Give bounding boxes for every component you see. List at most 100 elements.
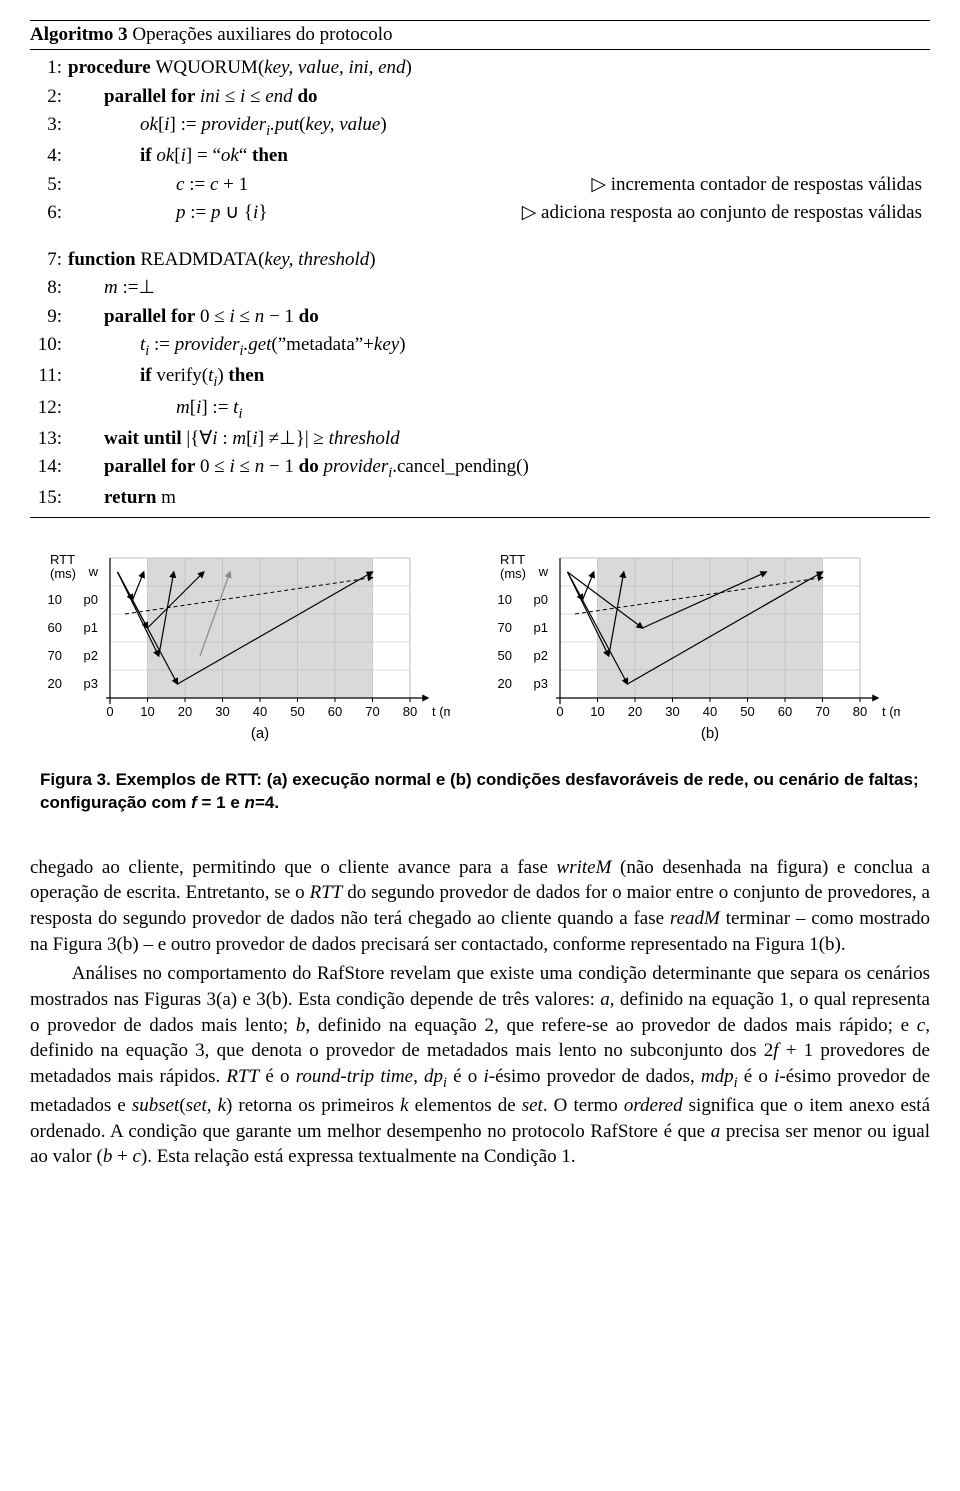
algo-line: 2:parallel for ini ≤ i ≤ end do xyxy=(30,83,930,112)
algorithm-body: 1:procedure WQUORUM(key, value, ini, end… xyxy=(30,50,930,517)
svg-text:60: 60 xyxy=(328,704,342,719)
svg-text:20: 20 xyxy=(498,676,512,691)
comment: ▷ adiciona resposta ao conjunto de respo… xyxy=(522,199,930,228)
code: wait until |{∀i : m[i] ≠⊥}| ≥ threshold xyxy=(68,425,930,454)
line-number: 7: xyxy=(30,246,68,275)
line-number: 10: xyxy=(30,331,68,360)
line-number: 1: xyxy=(30,54,68,83)
svg-text:60: 60 xyxy=(48,620,62,635)
svg-text:70: 70 xyxy=(498,620,512,635)
svg-text:50: 50 xyxy=(498,648,512,663)
code: m[i] := ti xyxy=(68,394,930,425)
algo-line: 14:parallel for 0 ≤ i ≤ n − 1 do provide… xyxy=(30,453,930,484)
svg-text:70: 70 xyxy=(48,648,62,663)
svg-text:20: 20 xyxy=(628,704,642,719)
algorithm-desc: Operações auxiliares do protocolo xyxy=(132,24,392,45)
rtt-chart-svg: wp010p160p270p320RTT(ms)0102030405060708… xyxy=(30,548,450,758)
algo-line: 5:c := c + 1▷ incrementa contador de res… xyxy=(30,171,930,200)
svg-text:10: 10 xyxy=(498,592,512,607)
svg-text:p1: p1 xyxy=(84,620,98,635)
algo-line: 12:m[i] := ti xyxy=(30,394,930,425)
line-number: 11: xyxy=(30,362,68,391)
code: c := c + 1 xyxy=(68,171,591,200)
svg-text:50: 50 xyxy=(290,704,304,719)
code: p := p ∪ {i} xyxy=(68,199,522,228)
code: procedure WQUORUM(key, value, ini, end) xyxy=(68,54,930,83)
algo-line: 3:ok[i] := provideri.put(key, value) xyxy=(30,111,930,142)
svg-text:(ms): (ms) xyxy=(500,566,526,581)
code: m :=⊥ xyxy=(68,274,930,303)
algo-line: 8:m :=⊥ xyxy=(30,274,930,303)
svg-text:70: 70 xyxy=(365,704,379,719)
rtt-chart-svg: wp010p170p250p320RTT(ms)0102030405060708… xyxy=(480,548,900,758)
line-number: 8: xyxy=(30,274,68,303)
algo-line: 7:function READMDATA(key, threshold) xyxy=(30,246,930,275)
chart-b: wp010p170p250p320RTT(ms)0102030405060708… xyxy=(480,548,900,763)
paragraph: Análises no comportamento do RafStore re… xyxy=(30,961,930,1170)
code: ti := provideri.get(”metadata”+key) xyxy=(68,331,930,362)
algo-line: 9:parallel for 0 ≤ i ≤ n − 1 do xyxy=(30,303,930,332)
chart-a: wp010p160p270p320RTT(ms)0102030405060708… xyxy=(30,548,450,763)
line-number: 4: xyxy=(30,142,68,171)
algorithm-block: Algoritmo 3 Operações auxiliares do prot… xyxy=(30,20,930,518)
svg-text:40: 40 xyxy=(253,704,267,719)
code: if verify(ti) then xyxy=(68,362,930,393)
svg-text:20: 20 xyxy=(178,704,192,719)
svg-text:p1: p1 xyxy=(534,620,548,635)
svg-text:RTT: RTT xyxy=(50,552,75,567)
algo-line: 11:if verify(ti) then xyxy=(30,362,930,393)
comment: ▷ incrementa contador de respostas válid… xyxy=(591,171,930,200)
svg-text:30: 30 xyxy=(665,704,679,719)
paragraph: chegado ao cliente, permitindo que o cli… xyxy=(30,855,930,958)
line-number: 6: xyxy=(30,199,68,228)
algorithm-label: Algoritmo 3 xyxy=(30,24,128,45)
figure-row: wp010p160p270p320RTT(ms)0102030405060708… xyxy=(30,548,930,763)
code: parallel for 0 ≤ i ≤ n − 1 do xyxy=(68,303,930,332)
algo-line: 10:ti := provideri.get(”metadata”+key) xyxy=(30,331,930,362)
line-number: 15: xyxy=(30,484,68,513)
svg-text:0: 0 xyxy=(106,704,113,719)
svg-text:t (ms): t (ms) xyxy=(432,704,450,719)
algorithm-title: Algoritmo 3 Operações auxiliares do prot… xyxy=(30,21,930,50)
svg-text:80: 80 xyxy=(853,704,867,719)
svg-text:t (ms): t (ms) xyxy=(882,704,900,719)
svg-text:60: 60 xyxy=(778,704,792,719)
svg-text:20: 20 xyxy=(48,676,62,691)
svg-text:10: 10 xyxy=(590,704,604,719)
line-number: 5: xyxy=(30,171,68,200)
svg-text:70: 70 xyxy=(815,704,829,719)
code: return m xyxy=(68,484,930,513)
svg-text:p2: p2 xyxy=(84,648,98,663)
algo-line: 13:wait until |{∀i : m[i] ≠⊥}| ≥ thresho… xyxy=(30,425,930,454)
svg-text:p3: p3 xyxy=(534,676,548,691)
code: function READMDATA(key, threshold) xyxy=(68,246,930,275)
code: parallel for ini ≤ i ≤ end do xyxy=(68,83,930,112)
algo-line: 15:return m xyxy=(30,484,930,513)
svg-text:p3: p3 xyxy=(84,676,98,691)
svg-text:0: 0 xyxy=(556,704,563,719)
body-paragraphs: chegado ao cliente, permitindo que o cli… xyxy=(30,855,930,1170)
algo-line: 1:procedure WQUORUM(key, value, ini, end… xyxy=(30,54,930,83)
svg-text:(a): (a) xyxy=(251,725,269,742)
svg-text:p2: p2 xyxy=(534,648,548,663)
line-number: 12: xyxy=(30,394,68,423)
svg-text:50: 50 xyxy=(740,704,754,719)
line-number: 9: xyxy=(30,303,68,332)
algo-line: 4:if ok[i] = “ok“ then xyxy=(30,142,930,171)
code: parallel for 0 ≤ i ≤ n − 1 do provideri.… xyxy=(68,453,930,484)
code: if ok[i] = “ok“ then xyxy=(68,142,930,171)
svg-text:30: 30 xyxy=(215,704,229,719)
svg-text:p0: p0 xyxy=(84,592,98,607)
svg-text:w: w xyxy=(538,564,549,579)
line-number: 13: xyxy=(30,425,68,454)
svg-text:RTT: RTT xyxy=(500,552,525,567)
algo-line: 6:p := p ∪ {i}▷ adiciona resposta ao con… xyxy=(30,199,930,228)
svg-text:10: 10 xyxy=(140,704,154,719)
svg-text:10: 10 xyxy=(48,592,62,607)
code: ok[i] := provideri.put(key, value) xyxy=(68,111,930,142)
svg-text:(ms): (ms) xyxy=(50,566,76,581)
line-number: 14: xyxy=(30,453,68,482)
line-number: 3: xyxy=(30,111,68,140)
svg-text:p0: p0 xyxy=(534,592,548,607)
figure-caption: Figura 3. Exemplos de RTT: (a) execução … xyxy=(40,769,920,815)
